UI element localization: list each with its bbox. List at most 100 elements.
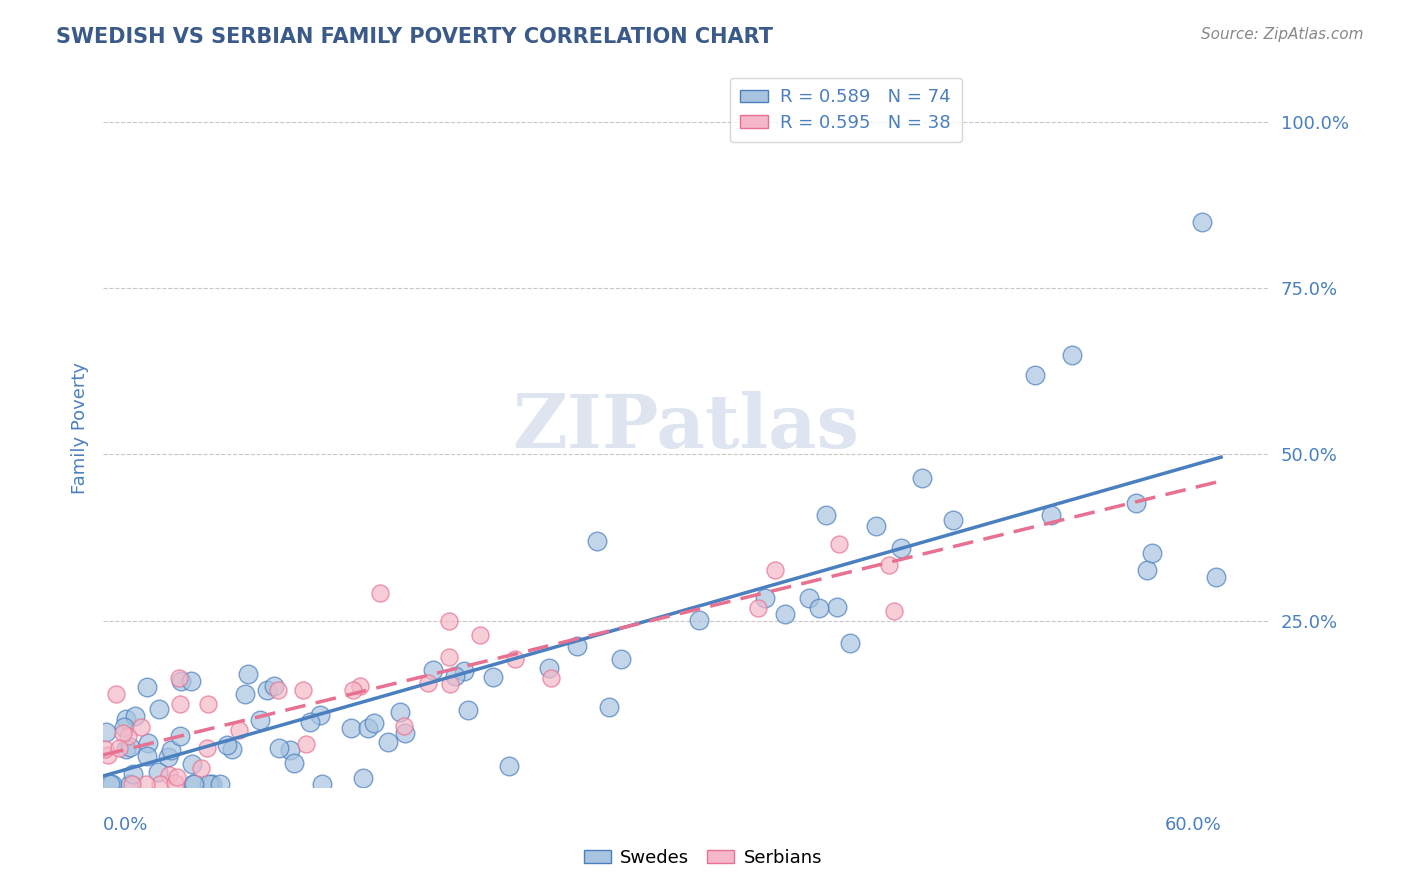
Point (342, 682, 364, 697)
Point (339, 721, 361, 735)
Point (877, 558, 900, 572)
Point (195, 741, 218, 756)
Point (537, 661, 560, 675)
Point (437, 649, 460, 664)
Point (221, 742, 243, 756)
Point (115, 713, 138, 727)
Point (389, 705, 412, 719)
Point (363, 716, 385, 731)
Point (828, 537, 851, 551)
Point (122, 766, 145, 780)
Point (444, 669, 467, 683)
Text: Source: ZipAtlas.com: Source: ZipAtlas.com (1201, 27, 1364, 42)
Point (157, 768, 180, 782)
Point (1125, 496, 1147, 510)
Point (112, 720, 135, 734)
Point (422, 663, 444, 677)
Point (124, 709, 146, 723)
Point (183, 776, 205, 790)
Point (942, 513, 965, 527)
Point (111, 726, 134, 740)
Point (197, 776, 219, 790)
Point (169, 697, 191, 711)
Text: SWEDISH VS SERBIAN FAMILY POVERTY CORRELATION CHART: SWEDISH VS SERBIAN FAMILY POVERTY CORREL… (56, 27, 773, 46)
Point (439, 677, 461, 691)
Point (763, 563, 786, 577)
Point (349, 679, 371, 693)
Point (267, 682, 290, 697)
Point (148, 702, 170, 716)
Point (865, 518, 887, 533)
Point (299, 714, 322, 729)
Point (565, 640, 588, 654)
Point (138, 736, 160, 750)
Point (799, 591, 821, 606)
Point (453, 664, 475, 678)
Point (416, 675, 439, 690)
Point (352, 771, 374, 785)
Point (120, 740, 142, 755)
Point (104, 687, 127, 701)
Point (883, 603, 905, 617)
Point (1039, 508, 1062, 523)
Point (94, 742, 117, 756)
Point (688, 613, 710, 627)
Point (233, 687, 256, 701)
Point (149, 776, 172, 790)
Point (911, 471, 934, 485)
Point (98, 776, 121, 790)
Legend: R = 0.589   N = 74, R = 0.595   N = 38: R = 0.589 N = 74, R = 0.595 N = 38 (730, 78, 962, 143)
Point (1191, 214, 1213, 228)
Point (394, 718, 416, 732)
Point (825, 600, 848, 615)
Point (167, 672, 190, 686)
Text: 60.0%: 60.0% (1164, 815, 1220, 834)
Point (269, 740, 291, 755)
Point (311, 776, 333, 790)
Point (101, 776, 124, 790)
Point (156, 750, 179, 764)
Point (808, 600, 831, 615)
Point (283, 756, 305, 771)
Point (107, 740, 129, 755)
Point (217, 738, 239, 752)
Point (357, 721, 380, 735)
Point (166, 770, 188, 784)
Point (368, 586, 391, 600)
Point (201, 776, 224, 790)
Point (481, 670, 503, 684)
Legend: Swedes, Serbians: Swedes, Serbians (576, 842, 830, 874)
Text: 0.0%: 0.0% (103, 815, 149, 834)
Point (197, 697, 219, 711)
Point (540, 671, 562, 685)
Point (457, 703, 479, 717)
Point (97, 747, 120, 762)
Point (1136, 563, 1159, 577)
Point (236, 666, 259, 681)
Point (609, 652, 631, 666)
Point (295, 737, 318, 751)
Point (169, 729, 191, 743)
Point (586, 533, 609, 548)
Point (146, 764, 169, 779)
Point (256, 682, 278, 697)
Point (115, 742, 138, 756)
Text: ZIPatlas: ZIPatlas (512, 392, 859, 464)
Point (180, 673, 202, 688)
Point (468, 628, 491, 642)
Point (190, 761, 212, 775)
Point (1024, 368, 1046, 382)
Point (377, 735, 399, 749)
Point (129, 720, 152, 734)
Y-axis label: Family Poverty: Family Poverty (72, 362, 89, 494)
Point (209, 776, 232, 790)
Point (135, 749, 157, 764)
Point (160, 743, 183, 757)
Point (228, 723, 250, 737)
Point (181, 776, 204, 790)
Point (120, 776, 142, 790)
Point (181, 756, 204, 771)
Point (503, 652, 526, 666)
Point (249, 713, 271, 727)
Point (839, 636, 862, 650)
